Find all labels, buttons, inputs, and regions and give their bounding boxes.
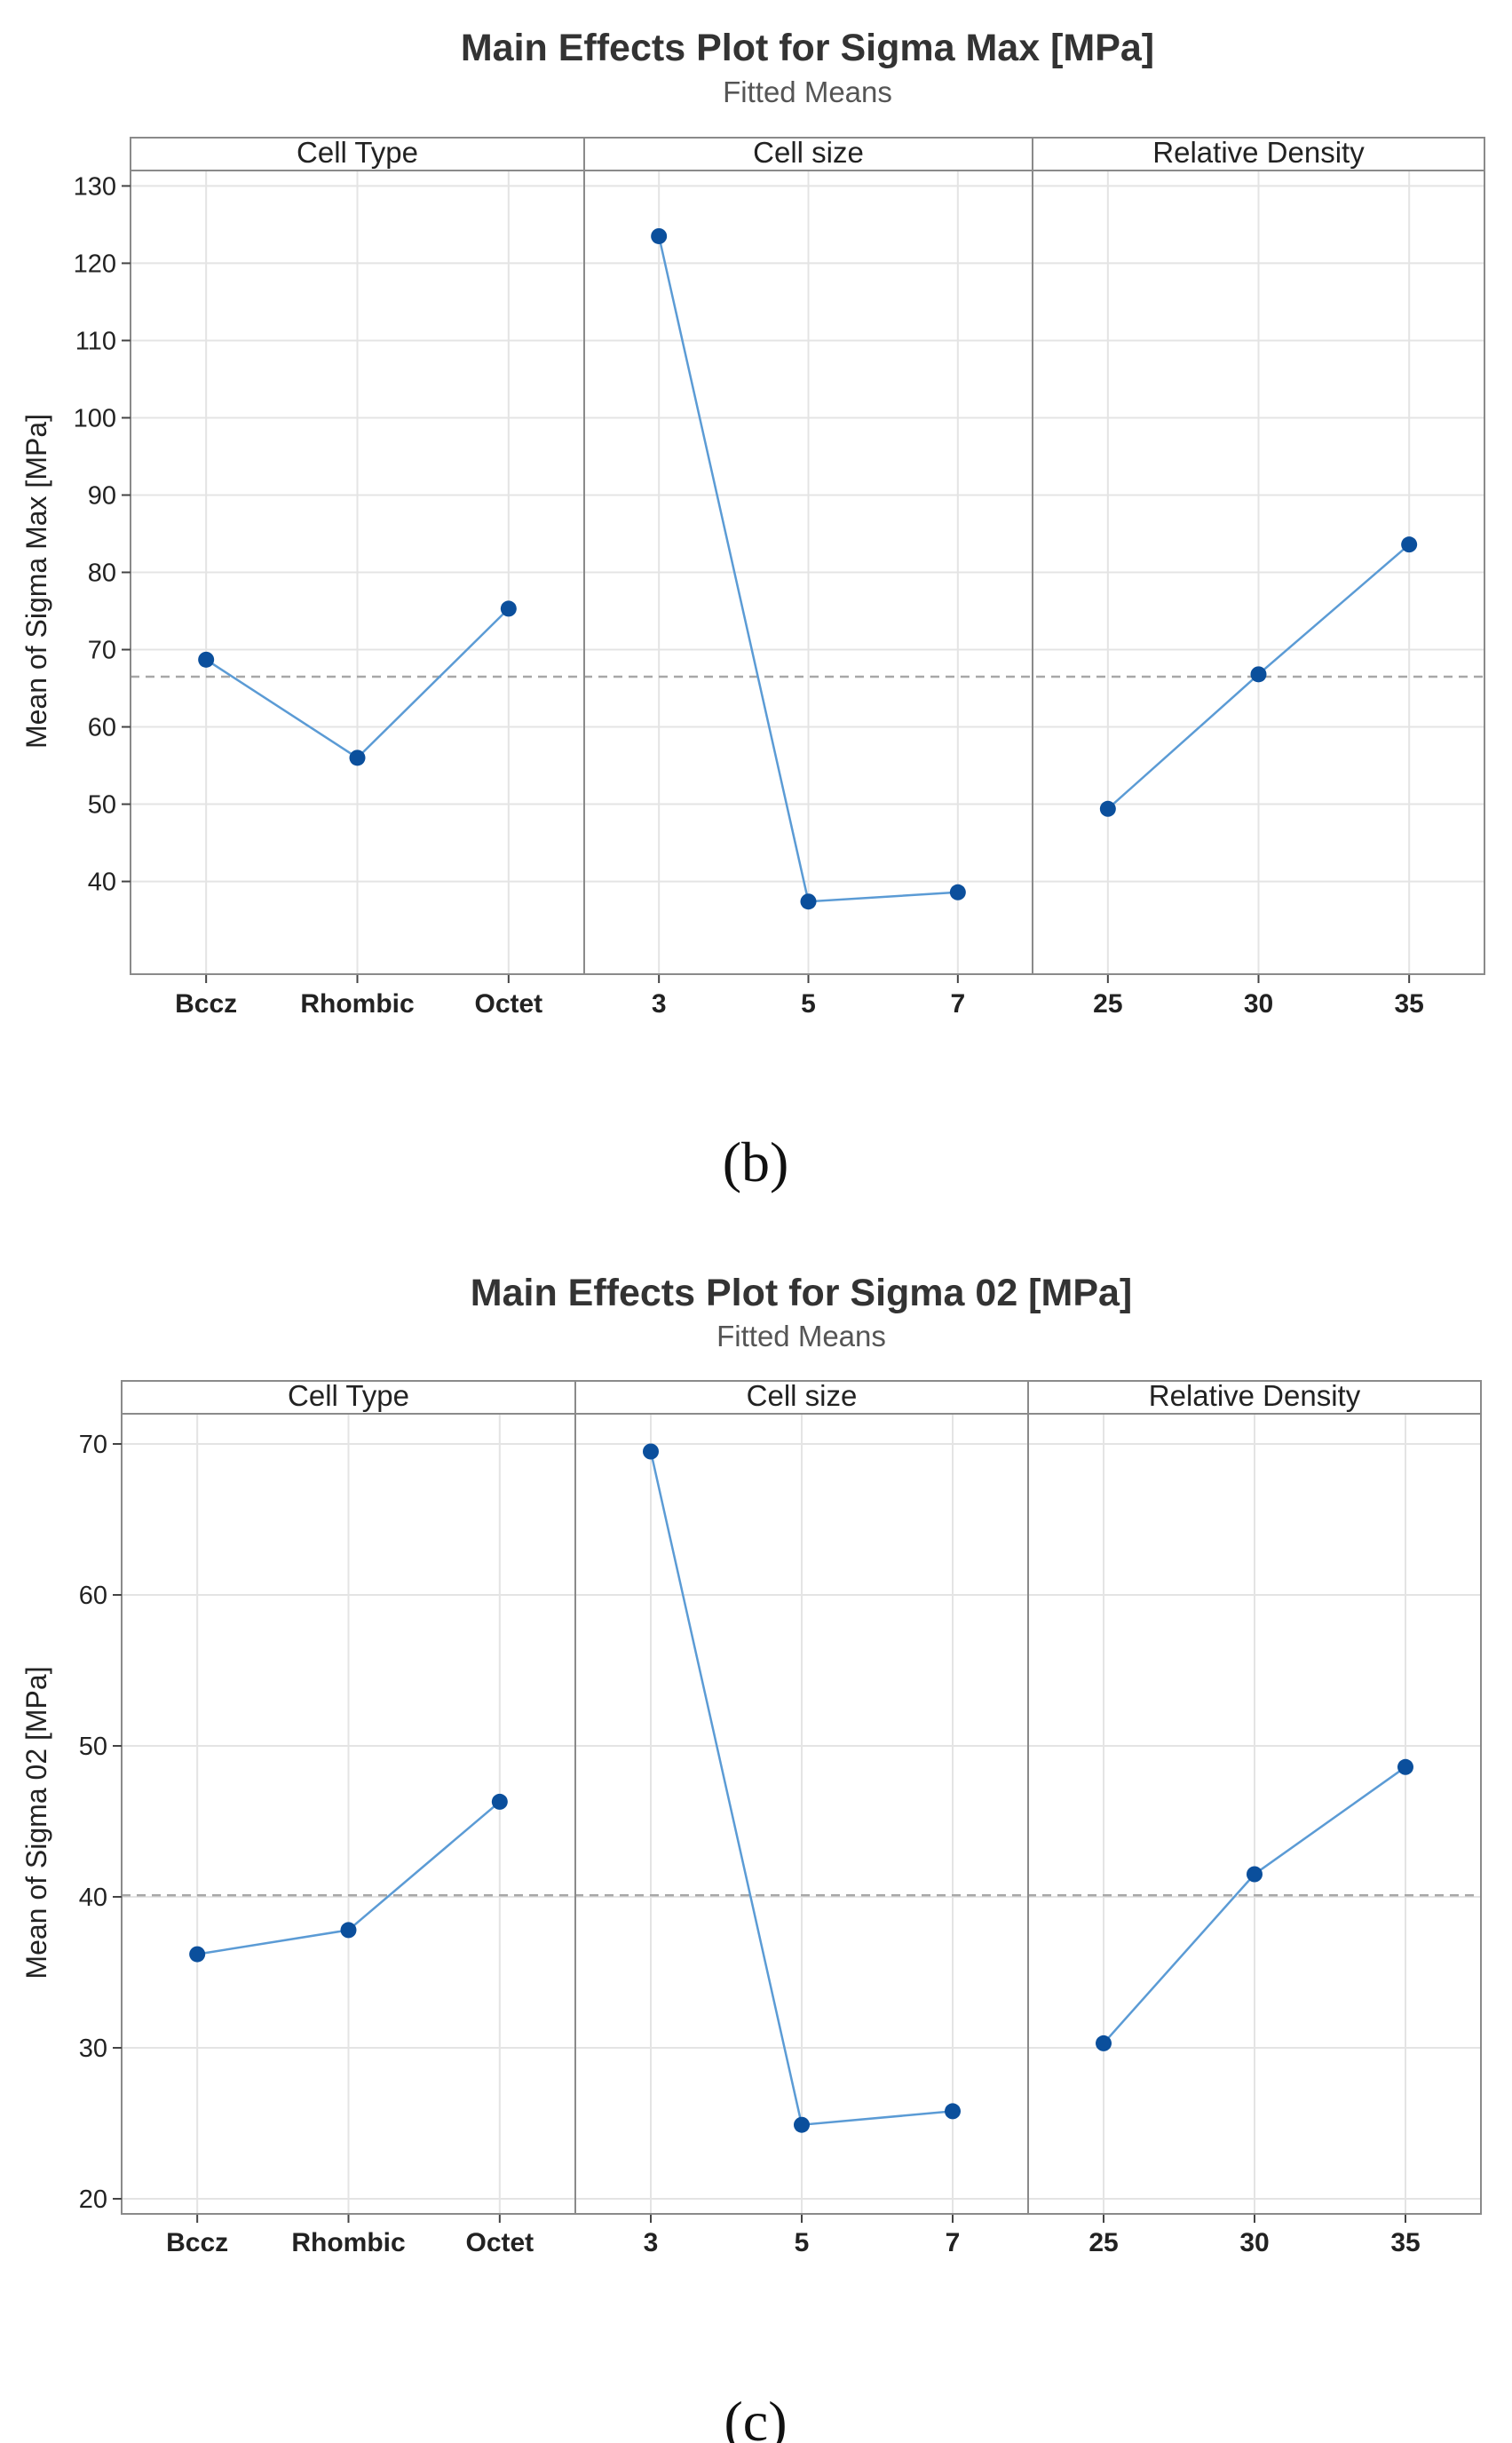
y-tick-label: 70 — [88, 637, 116, 665]
chart-subtitle: Fitted Means — [716, 1320, 886, 1352]
chart-title: Main Effects Plot for Sigma Max [MPa] — [461, 27, 1154, 69]
x-tick-label: 25 — [1093, 989, 1122, 1019]
x-tick-label: Octet — [465, 2228, 534, 2257]
data-point — [1397, 1758, 1413, 1775]
panel-label-cell-type: Cell Type — [288, 1379, 409, 1412]
data-point — [1099, 800, 1116, 817]
x-tick-label: 3 — [644, 2228, 659, 2257]
data-point — [794, 2116, 810, 2133]
x-tick-label: 5 — [801, 989, 816, 1019]
x-tick-label: 7 — [950, 989, 965, 1019]
data-point — [643, 1443, 659, 1460]
data-point — [945, 2103, 961, 2120]
panel-label-relative-density: Relative Density — [1152, 136, 1365, 169]
y-tick-label: 90 — [88, 481, 116, 510]
x-tick-label: 7 — [946, 2228, 961, 2257]
x-tick-label: 3 — [652, 989, 667, 1019]
data-point — [349, 750, 366, 766]
figure-caption: (b) — [723, 1130, 789, 1194]
chart-sigma-02: Main Effects Plot for Sigma 02 [MPa] Fitt… — [20, 1272, 1482, 2443]
x-tick-label: Bccz — [166, 2228, 228, 2257]
y-tick-label: 50 — [88, 791, 116, 820]
panel-label-cell-size: Cell size — [747, 1379, 858, 1412]
data-point — [500, 600, 517, 617]
x-tick-label: 35 — [1394, 989, 1423, 1019]
x-tick-label: Rhombic — [300, 989, 414, 1019]
data-point — [651, 227, 668, 244]
x-tick-label: 5 — [795, 2228, 810, 2257]
data-point — [1250, 666, 1267, 683]
y-tick-label: 40 — [88, 869, 116, 897]
y-axis-label: Mean of Sigma 02 [MPa] — [20, 1666, 52, 1979]
y-tick-label: 60 — [79, 1582, 107, 1610]
x-tick-label: 25 — [1088, 2228, 1118, 2257]
y-tick-label: 20 — [79, 2185, 107, 2214]
y-tick-label: 70 — [79, 1431, 107, 1459]
x-tick-label: Bccz — [175, 989, 237, 1019]
chart-subtitle: Fitted Means — [723, 75, 892, 108]
y-tick-label: 110 — [75, 327, 116, 355]
y-tick-label: 100 — [74, 404, 116, 432]
y-tick-label: 50 — [79, 1733, 107, 1761]
x-tick-label: 30 — [1244, 989, 1273, 1019]
y-tick-label: 120 — [74, 250, 116, 278]
y-tick-label: 30 — [79, 2035, 107, 2063]
y-tick-label: 40 — [79, 1884, 107, 1912]
data-point — [1096, 2035, 1112, 2051]
y-tick-label: 60 — [88, 714, 116, 742]
y-axis-label: Mean of Sigma Max [MPa] — [20, 414, 52, 749]
data-point — [491, 1793, 508, 1810]
data-point — [189, 1946, 206, 1963]
x-tick-label: 35 — [1390, 2228, 1420, 2257]
data-point — [198, 651, 215, 668]
figure-caption: (c) — [724, 2390, 787, 2443]
panel-label-cell-size: Cell size — [753, 136, 864, 169]
data-point — [340, 1922, 357, 1939]
chart-sigma-max: Main Effects Plot for Sigma Max [MPa] Fit… — [20, 27, 1485, 1194]
chart-title: Main Effects Plot for Sigma 02 [MPa] — [471, 1272, 1132, 1314]
data-point — [949, 884, 966, 900]
x-tick-label: Rhombic — [291, 2228, 405, 2257]
panel-label-cell-type: Cell Type — [297, 136, 418, 169]
x-tick-label: Octet — [474, 989, 542, 1019]
data-point — [800, 893, 817, 910]
plot-frame — [121, 1380, 1482, 2215]
x-tick-label: 30 — [1239, 2228, 1269, 2257]
data-point — [1247, 1866, 1263, 1883]
plot-frame — [130, 137, 1485, 975]
panel-label-relative-density: Relative Density — [1149, 1379, 1361, 1412]
data-point — [1401, 536, 1418, 553]
y-tick-label: 130 — [74, 172, 116, 201]
y-tick-label: 80 — [88, 559, 116, 588]
